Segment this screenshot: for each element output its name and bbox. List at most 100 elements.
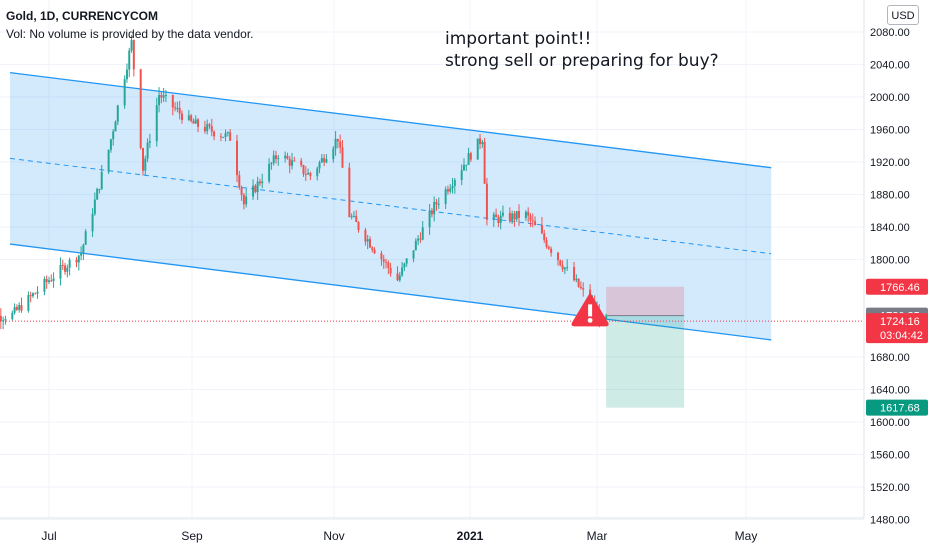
candle-body bbox=[348, 167, 351, 217]
time-tick-label: May bbox=[735, 529, 758, 543]
candle-body bbox=[98, 188, 101, 190]
candle-body bbox=[433, 202, 436, 215]
candle-body bbox=[291, 160, 294, 166]
candle-body bbox=[460, 170, 463, 180]
candle-body bbox=[284, 155, 287, 159]
candle-body bbox=[48, 280, 50, 283]
channel-fill bbox=[10, 72, 772, 340]
candle-body bbox=[254, 185, 257, 193]
candle-body bbox=[36, 291, 39, 294]
candle-body bbox=[336, 138, 339, 142]
candle-body bbox=[226, 132, 229, 134]
candle-body bbox=[125, 69, 128, 80]
candle-body bbox=[467, 153, 470, 165]
candle-body bbox=[128, 50, 131, 70]
candle-body bbox=[417, 238, 420, 241]
last-price-label: 1724.16 bbox=[880, 316, 920, 328]
candle-body bbox=[229, 132, 232, 141]
candle-body bbox=[158, 95, 161, 106]
time-tick-label: Nov bbox=[323, 529, 344, 543]
candle-body bbox=[222, 136, 225, 138]
candle-body bbox=[543, 233, 546, 240]
candle-body bbox=[11, 312, 14, 320]
candle-body bbox=[352, 215, 355, 217]
candle-body bbox=[224, 133, 227, 137]
candle-body bbox=[155, 105, 158, 142]
candle-body bbox=[481, 141, 484, 145]
candle-body bbox=[389, 267, 392, 274]
candle-body bbox=[444, 189, 447, 204]
candle-body bbox=[323, 158, 326, 163]
candle-body bbox=[499, 215, 502, 224]
short-position-tool bbox=[606, 286, 685, 408]
candle-body bbox=[309, 172, 312, 177]
price-tick-label: 2080.00 bbox=[870, 27, 910, 39]
candle-body bbox=[130, 40, 133, 51]
price-tick-label: 1560.00 bbox=[870, 450, 910, 462]
candle-body bbox=[366, 239, 369, 242]
candle-body bbox=[192, 120, 195, 124]
candle-body bbox=[501, 212, 504, 216]
candle-body bbox=[368, 239, 371, 248]
candle-body bbox=[194, 119, 197, 124]
stop-loss-label-bg bbox=[866, 278, 928, 295]
candle-body bbox=[66, 267, 69, 272]
candle-body bbox=[68, 259, 71, 268]
candle-body bbox=[398, 275, 401, 281]
candle-body bbox=[80, 253, 83, 256]
candle-body bbox=[132, 40, 135, 70]
candle-body bbox=[116, 105, 119, 122]
candle-body bbox=[27, 295, 30, 311]
candle-body bbox=[238, 175, 241, 188]
candle-body bbox=[414, 240, 417, 251]
candle-body bbox=[508, 212, 511, 221]
candle-body bbox=[405, 258, 408, 264]
candle-body bbox=[274, 155, 277, 160]
candle-body bbox=[112, 131, 115, 140]
candle-body bbox=[176, 107, 179, 109]
candle-body bbox=[258, 181, 261, 184]
candle-body bbox=[492, 214, 495, 220]
candle-body bbox=[20, 305, 23, 311]
candle-body bbox=[332, 148, 335, 160]
candle-body bbox=[13, 307, 16, 313]
warning-mark-dot bbox=[587, 317, 593, 323]
currency-button[interactable]: USD bbox=[887, 5, 919, 25]
stop-loss-label: 1766.46 bbox=[880, 282, 920, 294]
candle-body bbox=[563, 267, 566, 270]
candle-body bbox=[148, 141, 151, 143]
take-profit-label: 1617.68 bbox=[880, 403, 920, 415]
candle-body bbox=[146, 142, 149, 159]
candle-body bbox=[268, 164, 271, 182]
candle-body bbox=[421, 227, 424, 240]
candle-body bbox=[469, 153, 472, 160]
candle-body bbox=[4, 319, 7, 321]
candle-body bbox=[485, 183, 488, 220]
candle-body bbox=[164, 95, 167, 97]
candle-body bbox=[100, 171, 103, 189]
annotation-line-1[interactable]: important point!! bbox=[445, 29, 592, 49]
candle-body bbox=[527, 211, 530, 216]
volume-note: Vol: No volume is provided by the data v… bbox=[6, 27, 254, 41]
symbol-title[interactable]: Gold, 1D, CURRENCYCOM bbox=[6, 9, 159, 23]
candle-body bbox=[162, 95, 165, 98]
candle-body bbox=[325, 159, 328, 163]
candle-body bbox=[364, 230, 367, 242]
candle-body bbox=[545, 239, 548, 247]
candle-body bbox=[91, 213, 94, 232]
candle-body bbox=[451, 186, 454, 189]
price-axis-bg bbox=[864, 0, 932, 550]
annotation-line-2[interactable]: strong sell or preparing for buy? bbox=[445, 51, 719, 71]
candle-body bbox=[575, 278, 578, 281]
candle-body bbox=[579, 286, 582, 289]
candles bbox=[0, 34, 608, 330]
candle-body bbox=[453, 179, 456, 187]
candle-body bbox=[531, 220, 534, 222]
candle-body bbox=[29, 295, 32, 297]
candle-body bbox=[256, 181, 259, 193]
candle-body bbox=[213, 131, 216, 137]
candle-body bbox=[385, 261, 388, 263]
